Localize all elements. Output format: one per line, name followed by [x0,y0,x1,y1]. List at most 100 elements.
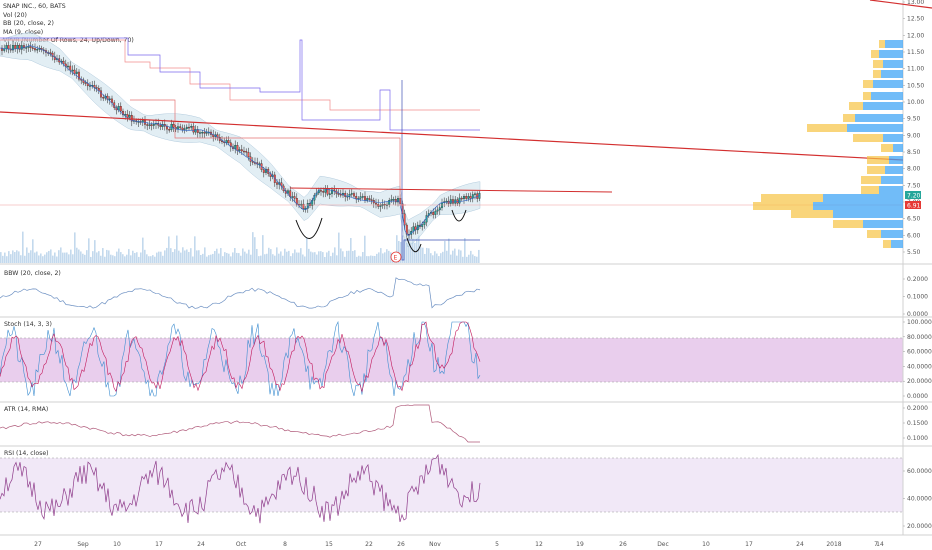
volume-bar [308,248,310,263]
candle-body [16,45,19,49]
volume-bar [364,235,366,263]
candle-body [130,115,133,122]
volume-bar [288,250,290,263]
cup-right-arc[interactable] [451,209,467,222]
candle-body [122,110,124,116]
volume-bar [68,254,70,263]
volume-bar [64,252,66,263]
volume-bar [4,252,6,263]
legend-vpvr[interactable]: VPVR (Number Of Rows, 24, Up/Down, 70) [3,37,134,44]
vpvr-bar-down [861,176,881,184]
vpvr-bar-up [847,124,903,132]
time-axis-tick: 15 [325,541,333,548]
volume-bar [396,235,398,263]
resistance-line[interactable] [289,187,613,193]
volume-bar [472,254,474,263]
price-axis[interactable]: 13.00 12.50 12.00 11.50 11.00 10.50 10.00 9.50 9… [903,0,924,256]
candle-body [359,196,362,199]
volume-bar [96,252,98,263]
price-axis-tick: 12.00 [907,32,924,39]
candle-body [86,83,89,87]
volume-bar [334,247,336,263]
bbw-axis: 0.2000 0.1000 0.0000 [903,276,928,318]
vpvr-bar-down [873,70,881,78]
candle-body [14,45,17,49]
candle-body [262,169,265,173]
volume-bar [260,255,262,263]
volume-bar [306,237,308,263]
candle-body [25,47,28,49]
candle-body [405,224,408,235]
volume-bar [244,251,246,263]
pane-title-rsi[interactable]: RSI (14, close) [4,450,49,457]
volume-bar [118,248,120,263]
candle-body [196,129,199,133]
pane-title-atr[interactable]: ATR (14, RMA) [4,406,49,413]
volume-bar [428,248,430,263]
trend-line-descending[interactable] [0,111,904,161]
candle-body [67,65,69,68]
pane-title-bbw[interactable]: BBW (20, close, 2) [4,270,61,277]
legend-symbol[interactable]: SNAP INC., 60, BATS [3,3,66,10]
legend-bb[interactable]: BB (20, close, 2) [3,20,54,27]
legend-ma[interactable]: MA (9, close) [3,28,44,36]
candle-body [100,90,102,98]
volume-bar [66,252,68,263]
candle-body [89,85,91,87]
time-axis-tick: 14 [876,541,884,548]
vpvr-line [401,80,480,261]
volume-bar [126,254,128,263]
candle-body [265,168,267,173]
rsi-axis-tick: 40.0000 [907,496,932,503]
volume-bar [246,253,248,263]
vpvr-bar-down [833,220,863,228]
pane-title-stoch[interactable]: Stoch (14, 3, 3) [4,321,52,328]
volume-bar [270,249,272,263]
volume-bar [38,255,40,263]
candle-body [364,196,366,201]
candle-body [328,193,331,195]
candle-body [467,196,470,199]
time-axis[interactable]: 27 Sep 10 17 24 Oct 8 15 22 26 Nov 5 12 19 26 Dec 10 17 24… [34,541,884,548]
vpvr-bar-down [861,186,879,194]
legend-vol[interactable]: Vol (20) [3,11,27,19]
candle-body [108,98,111,101]
volume-bar [328,250,330,263]
volume-bar [50,249,52,263]
candle-body [185,126,188,129]
earnings-marker[interactable] [390,251,402,263]
candle-body [159,125,162,127]
volume-bar [402,235,404,263]
stoch-axis-tick: 60.0000 [907,349,932,356]
candle-body [93,85,96,88]
vpvr-bar-down [867,166,885,174]
time-axis-tick: 17 [745,541,753,548]
volume-bar [454,248,456,263]
volume-bar [218,253,220,263]
candle-body [412,226,415,232]
volume-bar [290,256,292,263]
volume-bar [230,256,232,263]
candle-body [152,123,155,126]
vpvr-bar-up [813,202,903,210]
vpvr-bar-down [753,202,813,210]
volume-bar [434,251,436,263]
volume-bar [256,248,258,263]
volume-bar [140,252,142,263]
volume-bar [104,256,106,263]
volume-bar [222,256,224,263]
cup-left-arc[interactable] [295,217,323,239]
candle-body [361,196,364,198]
volume-bar [432,255,434,263]
vpvr-bar-down [807,124,847,132]
trend-line-descending-top[interactable] [869,0,932,9]
cup-middle-arc[interactable] [406,237,422,253]
vpvr-bar-down [853,134,883,142]
volume-bar [184,250,186,263]
volume-bar [374,255,376,263]
volume-bar [146,254,148,263]
candle-body [463,196,465,200]
stoch-d-line [0,321,481,393]
volume-bar [108,250,110,263]
